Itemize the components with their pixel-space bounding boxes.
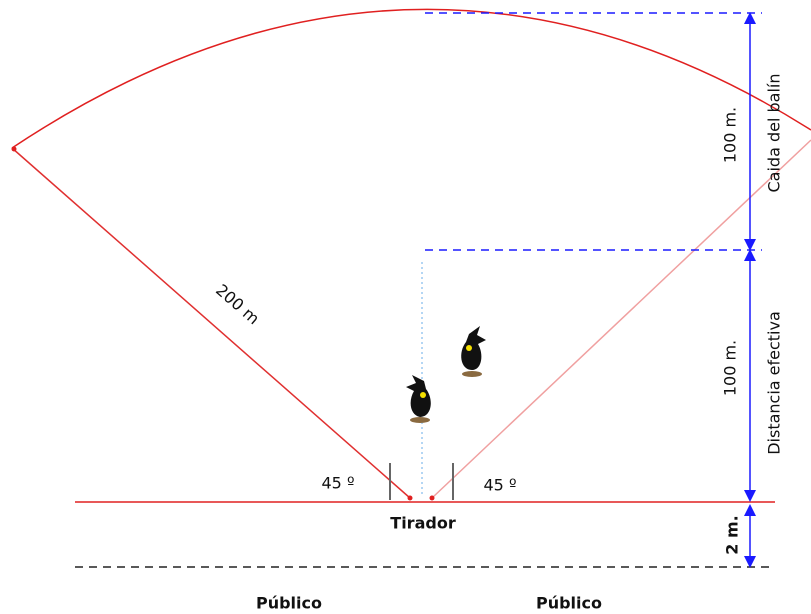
fall-zone-label: Caida del balín bbox=[765, 74, 784, 193]
right-trajectory bbox=[431, 139, 811, 499]
left-trajectory bbox=[11, 147, 411, 499]
target-bird bbox=[406, 375, 431, 423]
gap-label: 2 m. bbox=[723, 515, 742, 554]
fall-arc bbox=[11, 8, 811, 149]
distance-label: 200 m bbox=[212, 280, 263, 328]
angle-label: 45 º bbox=[484, 476, 517, 495]
shooter-point bbox=[429, 495, 435, 501]
shooter-label: Tirador bbox=[390, 514, 456, 533]
effective-zone-label: Distancia efectiva bbox=[765, 311, 784, 455]
public-label: Público bbox=[256, 594, 322, 613]
angle-label: 45 º bbox=[322, 474, 355, 493]
public-label: Público bbox=[536, 594, 602, 613]
target-bird bbox=[461, 326, 486, 377]
arc-end bbox=[11, 146, 17, 152]
fall-height-label: 100 m. bbox=[721, 107, 740, 163]
shooter-point bbox=[407, 495, 413, 501]
effective-height-label: 100 m. bbox=[721, 340, 740, 396]
